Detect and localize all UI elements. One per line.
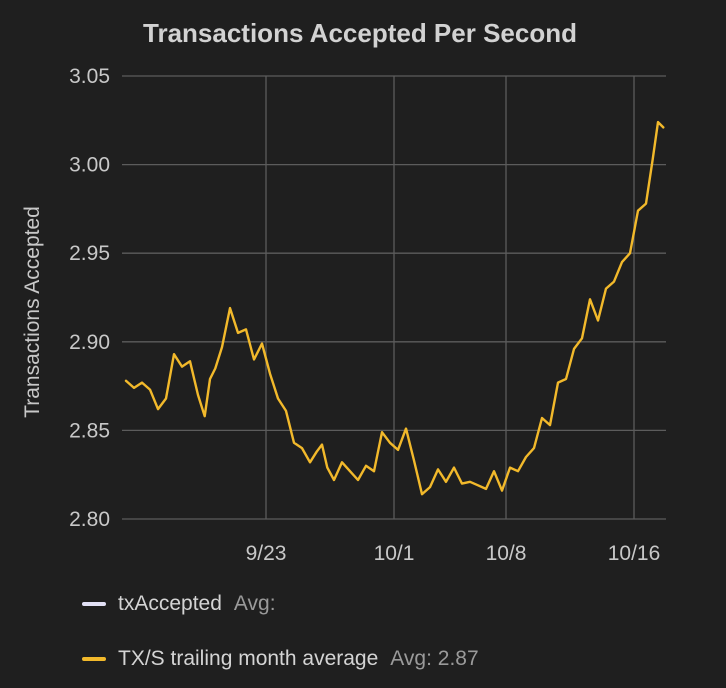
x-tick-label: 10/1: [374, 542, 415, 565]
legend-swatch-icon: [82, 602, 106, 606]
chart-title: Transactions Accepted Per Second: [143, 18, 577, 48]
legend-avg: Avg: 2.87: [390, 647, 479, 670]
x-tick-label: 10/16: [608, 542, 661, 565]
series-line-1: [124, 120, 665, 496]
y-tick-label: 2.90: [69, 331, 110, 354]
x-axis-ticks: 9/23 10/1 10/8 10/16: [246, 542, 661, 565]
plot-area: [124, 120, 665, 496]
legend-item-txaccepted[interactable]: txAccepted Avg:: [82, 592, 276, 616]
y-axis-label: Transactions Accepted: [21, 206, 44, 418]
x-tick-label: 9/23: [246, 542, 287, 565]
legend-item-trailing-month-average[interactable]: TX/S trailing month average Avg: 2.87: [82, 647, 479, 671]
y-tick-label: 2.95: [69, 242, 110, 265]
y-tick-label: 2.85: [69, 419, 110, 442]
legend-swatch-icon: [82, 657, 106, 661]
legend-label: TX/S trailing month average: [118, 647, 379, 670]
y-axis-ticks: 2.80 2.85 2.90 2.95 3.00 3.05: [69, 65, 110, 531]
legend-avg: Avg:: [233, 592, 276, 615]
legend-label: txAccepted: [118, 592, 222, 615]
y-tick-label: 3.05: [69, 65, 110, 88]
y-tick-label: 2.80: [69, 508, 110, 531]
x-tick-label: 10/8: [486, 542, 527, 565]
grid: [122, 75, 666, 520]
y-tick-label: 3.00: [69, 154, 110, 177]
